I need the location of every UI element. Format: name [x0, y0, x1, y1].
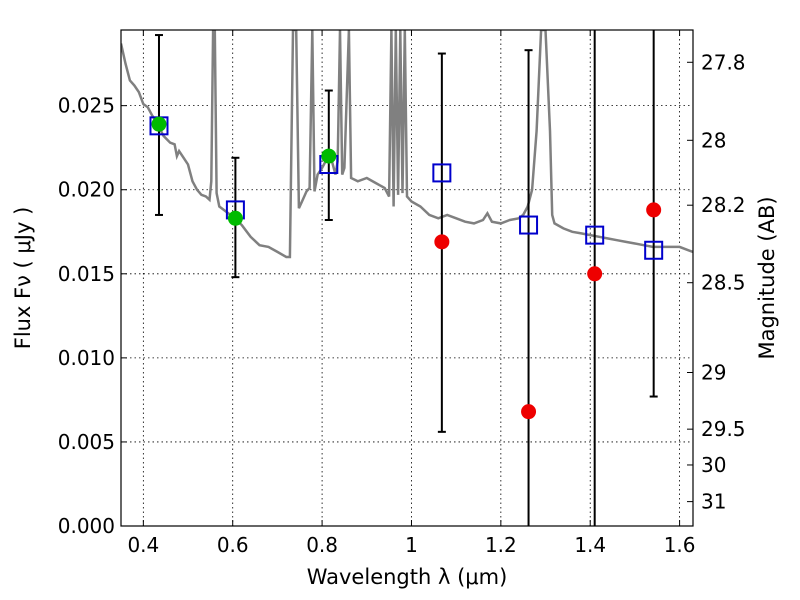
model-photometry-square — [519, 215, 539, 235]
x-tick-label: 0.8 — [306, 533, 338, 557]
right-tick-label: 27.8 — [701, 50, 746, 74]
x-tick-label: 0.4 — [127, 533, 159, 557]
detection-point — [227, 210, 243, 226]
x-tick-label: 1 — [405, 533, 418, 557]
right-tick-label: 28.5 — [701, 271, 746, 295]
x-axis-label: Wavelength λ (μm) — [307, 565, 508, 589]
non-detection-point — [434, 234, 450, 250]
y-tick-label: 0.025 — [58, 94, 115, 118]
detection-point — [151, 116, 167, 132]
y-axis-label: Flux Fν ( μJy ) — [11, 207, 35, 350]
right-tick-label: 28 — [701, 128, 726, 152]
measured-points — [151, 116, 662, 420]
y-tick-label: 0.000 — [58, 514, 115, 538]
y-tick-label: 0.020 — [58, 178, 115, 202]
x-tick-label: 1.2 — [485, 533, 517, 557]
x-tick-label: 0.6 — [217, 533, 249, 557]
non-detection-point — [646, 202, 662, 218]
right-tick-label: 30 — [701, 453, 726, 477]
model-photometry-square — [644, 240, 664, 260]
right-tick-label: 29 — [701, 360, 726, 384]
x-tick-label: 1.6 — [664, 533, 696, 557]
x-tick-label: 1.4 — [574, 533, 606, 557]
non-detection-point — [521, 404, 537, 420]
right-tick-label: 28.2 — [701, 193, 746, 217]
right-tick-label: 31 — [701, 490, 726, 514]
y-tick-label: 0.010 — [58, 346, 115, 370]
y-tick-label: 0.005 — [58, 430, 115, 454]
plot-frame — [120, 29, 694, 527]
y-axis-ticks: 0.000 0.005 0.010 0.015 0.020 0.025 — [58, 94, 127, 538]
model-photometry-square — [432, 163, 452, 183]
detection-point — [321, 148, 337, 164]
non-detection-point — [587, 266, 603, 282]
right-axis-ticks: 27.8 28 28.2 28.5 29 29.5 30 31 — [687, 50, 746, 514]
right-tick-label: 29.5 — [701, 417, 746, 441]
y-tick-label: 0.015 — [58, 262, 115, 286]
x-axis-ticks: 0.4 0.6 0.8 1 1.2 1.4 1.6 — [127, 30, 696, 557]
right-axis-label: Magnitude (AB) — [755, 196, 779, 359]
plot-area — [121, 30, 693, 526]
model-photometry-square — [585, 225, 605, 245]
model-spectrum-line — [121, 30, 693, 259]
